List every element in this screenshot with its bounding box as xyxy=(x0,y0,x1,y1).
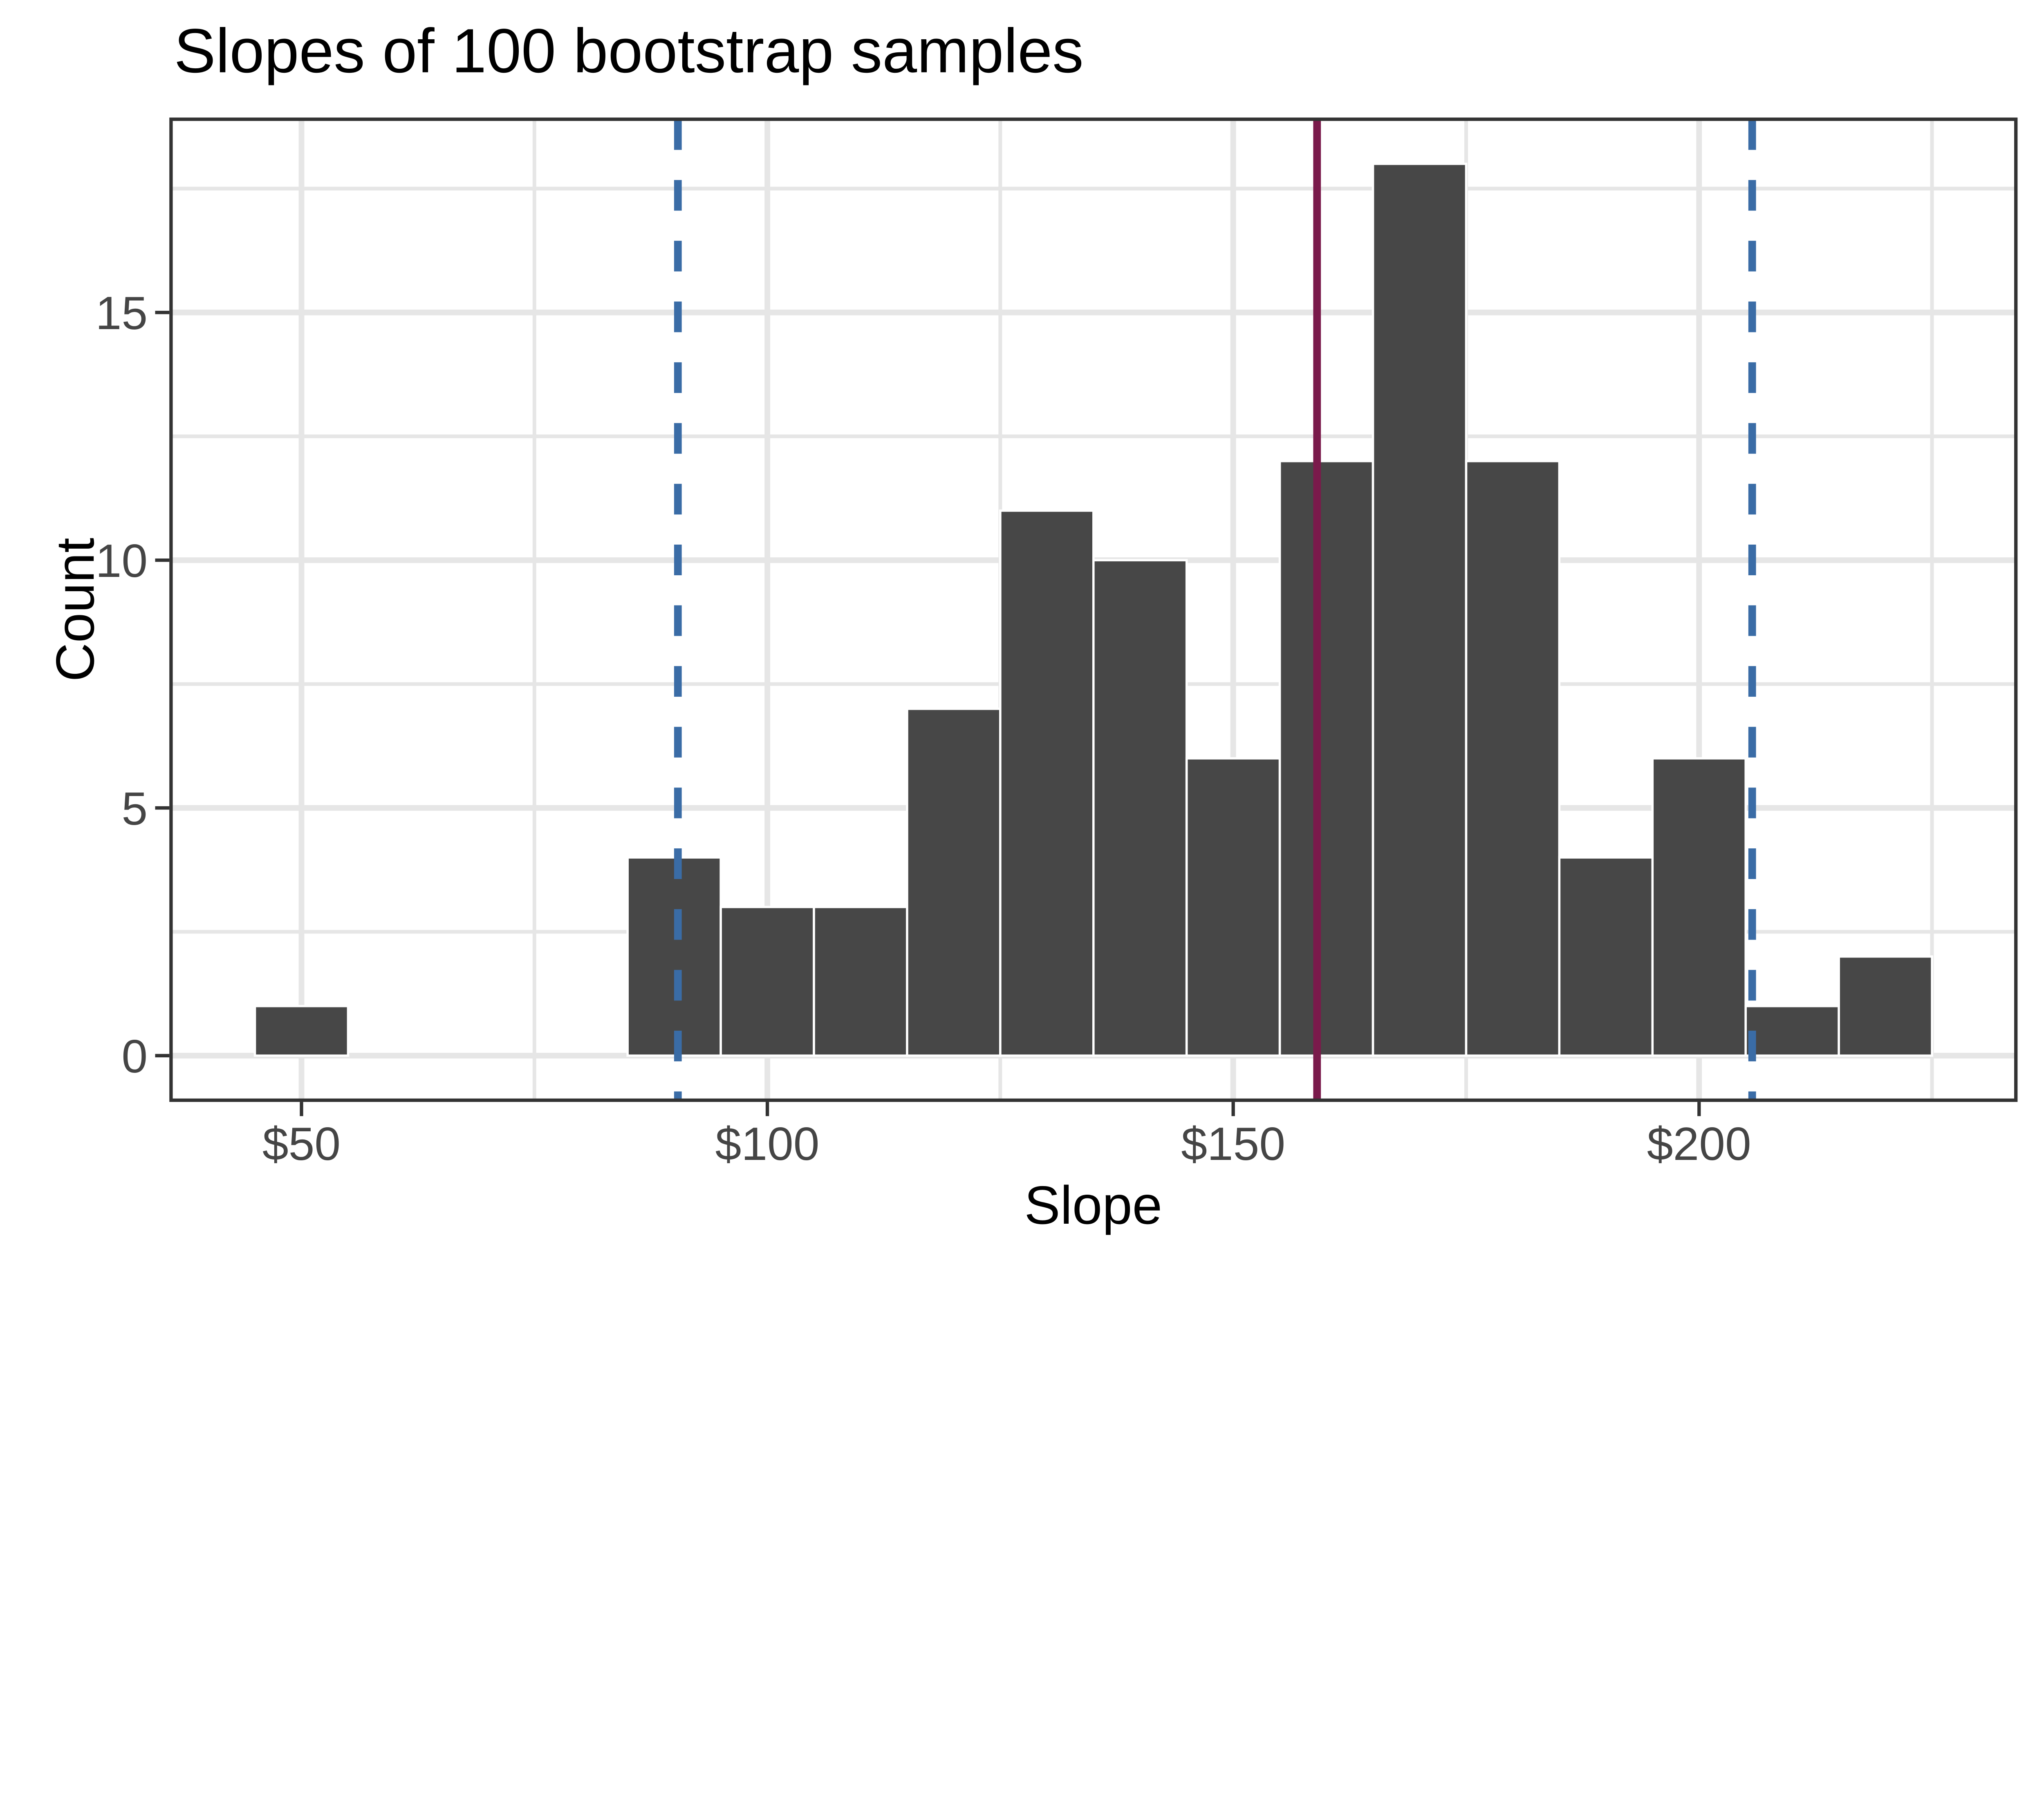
histogram-bar xyxy=(1838,955,1933,1057)
histogram-bar xyxy=(906,707,1002,1057)
histogram-bar xyxy=(1744,1005,1840,1057)
x-tick-label: $150 xyxy=(1181,1118,1285,1170)
histogram-bar xyxy=(1558,856,1654,1057)
histogram-bar xyxy=(1092,559,1188,1057)
x-axis-title: Slope xyxy=(1024,1175,1162,1235)
y-tick-label: 10 xyxy=(96,535,148,587)
x-tick-label: $200 xyxy=(1647,1118,1751,1170)
plot-panel-border xyxy=(169,117,2018,1102)
histogram-bar xyxy=(1651,757,1747,1057)
histogram-bar xyxy=(719,906,815,1057)
histogram-bar xyxy=(813,906,908,1057)
y-tick-label: 0 xyxy=(121,1030,148,1083)
histogram-bar xyxy=(1185,757,1281,1057)
y-tick-label: 5 xyxy=(121,783,148,835)
x-tick-label: $50 xyxy=(262,1118,341,1170)
histogram-bar xyxy=(1278,460,1374,1057)
bootstrap-slopes-histogram: $50 $100 $150 $200 0 5 10 15 Slopes of 100 boot… xyxy=(45,16,2018,1236)
histogram-bar xyxy=(626,856,722,1057)
axis-tick-labels: $50 $100 $150 $200 0 5 10 15 xyxy=(96,287,1751,1170)
chart-title: Slopes of 100 bootstrap samples xyxy=(174,16,1084,86)
y-tick-label: 15 xyxy=(96,287,148,339)
histogram-bar xyxy=(1465,460,1561,1057)
histogram-bar xyxy=(253,1005,350,1057)
histogram-bar xyxy=(1372,162,1468,1057)
reference-lines xyxy=(674,119,1756,1100)
histogram-bar xyxy=(999,509,1095,1057)
y-axis-title: Count xyxy=(45,538,105,682)
histogram-bars xyxy=(253,162,1933,1057)
x-tick-label: $100 xyxy=(715,1118,820,1170)
axis-ticks xyxy=(155,311,1701,1116)
